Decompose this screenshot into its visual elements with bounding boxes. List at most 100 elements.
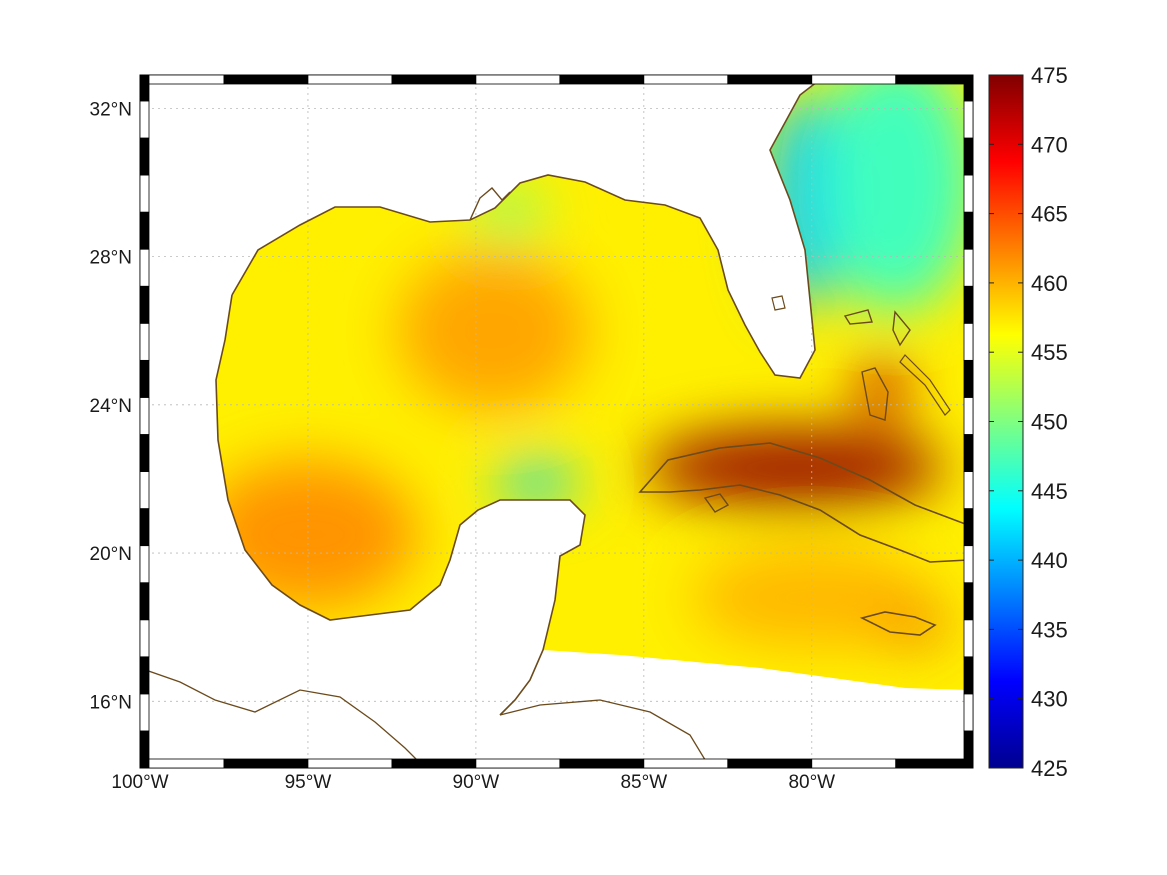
- frame-segment-bottom: [727, 758, 813, 769]
- frame-segment-left: [139, 582, 150, 621]
- coastline-mississippi-delta: [469, 187, 511, 221]
- colorbar-tick-label: 435: [1031, 617, 1068, 642]
- plot-area: [140, 75, 973, 768]
- frame-segment-right: [963, 693, 974, 732]
- colorbar-gradient: [989, 75, 1023, 768]
- frame-segment-right: [963, 137, 974, 176]
- colorbar-tick-label: 465: [1031, 202, 1068, 227]
- coastline-cuba: [638, 442, 969, 563]
- frame-segment-left: [139, 508, 150, 547]
- frame-segment-right: [963, 730, 974, 769]
- frame-segment-right: [963, 285, 974, 324]
- frame-segment-top: [223, 74, 309, 85]
- coastline-honduras: [499, 699, 711, 768]
- colorbar-tick-label: 455: [1031, 340, 1068, 365]
- frame-segment-right: [963, 434, 974, 472]
- frame-segment-right: [963, 211, 974, 250]
- coastline-grand-bahama: [843, 309, 873, 325]
- field-feature-atlantic-offshore: [815, 78, 968, 313]
- frame-segment-left: [139, 434, 150, 472]
- coastline-jamaica: [859, 611, 937, 636]
- longitude-tick-label: 95°W: [285, 772, 332, 793]
- frame-segment-left: [139, 730, 150, 769]
- frame-segment-bottom: [139, 758, 225, 769]
- frame-segment-right: [963, 619, 974, 658]
- coastline-mexico-gulf: [215, 294, 586, 716]
- latitude-tick-label: 28°N: [90, 248, 132, 269]
- frame-segment-left: [139, 545, 150, 584]
- coastline-abaco: [892, 310, 911, 347]
- longitude-labels: 100°W 95°W 90°W 85°W 80°W: [111, 772, 835, 793]
- colorbar-tick-label: 460: [1031, 271, 1068, 296]
- frame-segment-left: [139, 397, 150, 435]
- frame-segment-right: [963, 471, 974, 509]
- frame-segment-left: [139, 322, 150, 361]
- frame-segment-right: [963, 508, 974, 547]
- frame-segment-bottom: [811, 758, 897, 769]
- colorbar-tick-label: 445: [1031, 479, 1068, 504]
- frame-segment-right: [963, 174, 974, 213]
- colorbar-ticks: 475 470 465 460 455 450 445 440 435 430 425: [989, 63, 1068, 781]
- field-feature-northeast-gulf: [397, 250, 588, 411]
- frame-segment-left: [139, 248, 150, 287]
- colorbar-tick-label: 470: [1031, 132, 1068, 157]
- colorbar-tick-label: 440: [1031, 548, 1068, 573]
- colorbar-tick-label: 430: [1031, 687, 1068, 712]
- frame-segment-right: [963, 359, 974, 398]
- frame-segment-left: [139, 137, 150, 176]
- coastlines: [140, 77, 969, 768]
- frame-segment-top: [895, 74, 974, 85]
- longitude-tick-label: 80°W: [788, 772, 835, 793]
- longitude-tick-label: 100°W: [111, 772, 168, 793]
- field-feature-andros-bahamas: [860, 351, 905, 422]
- latitude-tick-label: 16°N: [90, 692, 132, 713]
- frame-segment-left: [139, 359, 150, 398]
- frame-segment-left: [139, 211, 150, 250]
- frame-segment-bottom: [475, 758, 561, 769]
- frame-segment-left: [139, 74, 150, 102]
- frame-segment-bottom: [307, 758, 393, 769]
- coastline-us-gulf: [231, 77, 823, 379]
- frame-segment-top: [391, 74, 477, 85]
- frame-segment-left: [139, 693, 150, 732]
- latitude-labels: 32°N 28°N 24°N 20°N 16°N: [90, 99, 132, 713]
- frame-segment-right: [963, 74, 974, 102]
- map-frame: [139, 74, 974, 769]
- colorbar: 475 470 465 460 455 450 445 440 435 430 425: [988, 63, 1068, 781]
- frame-segment-top: [307, 74, 393, 85]
- frame-segment-top: [643, 74, 729, 85]
- frame-segment-left: [139, 285, 150, 324]
- longitude-tick-label: 85°W: [620, 772, 667, 793]
- lake-okeechobee: [771, 295, 786, 311]
- frame-segment-left: [139, 174, 150, 213]
- latitude-tick-label: 24°N: [90, 396, 132, 417]
- frame-segment-top: [811, 74, 897, 85]
- frame-segment-top: [475, 74, 561, 85]
- frame-segment-right: [963, 397, 974, 435]
- coastline-central-america: [140, 667, 426, 768]
- frame-segment-top: [139, 74, 225, 85]
- frame-segment-bottom: [391, 758, 477, 769]
- frame-segment-bottom: [895, 758, 974, 769]
- colorbar-tick-label: 450: [1031, 410, 1068, 435]
- frame-segment-left: [139, 656, 150, 695]
- graticule: [140, 75, 973, 768]
- frame-segment-right: [963, 545, 974, 584]
- frame-segment-bottom: [223, 758, 309, 769]
- colorbar-tick-label: 475: [1031, 63, 1068, 88]
- colorbar-tick-label: 425: [1031, 756, 1068, 781]
- coastline-andros: [861, 367, 889, 421]
- frame-segment-top: [559, 74, 645, 85]
- coastline-eleuthera: [899, 354, 951, 416]
- frame-segment-right: [963, 248, 974, 287]
- longitude-tick-label: 90°W: [453, 772, 500, 793]
- frame-segment-right: [963, 656, 974, 695]
- frame-segment-left: [139, 619, 150, 658]
- coastline-isle-of-youth: [703, 493, 730, 513]
- frame-segment-right: [963, 582, 974, 621]
- field-feature-campeche-bank-minimum: [496, 460, 577, 505]
- frame-segment-right: [963, 322, 974, 361]
- frame-segment-bottom: [559, 758, 645, 769]
- frame-segment-bottom: [643, 758, 729, 769]
- frame-segment-left: [139, 100, 150, 139]
